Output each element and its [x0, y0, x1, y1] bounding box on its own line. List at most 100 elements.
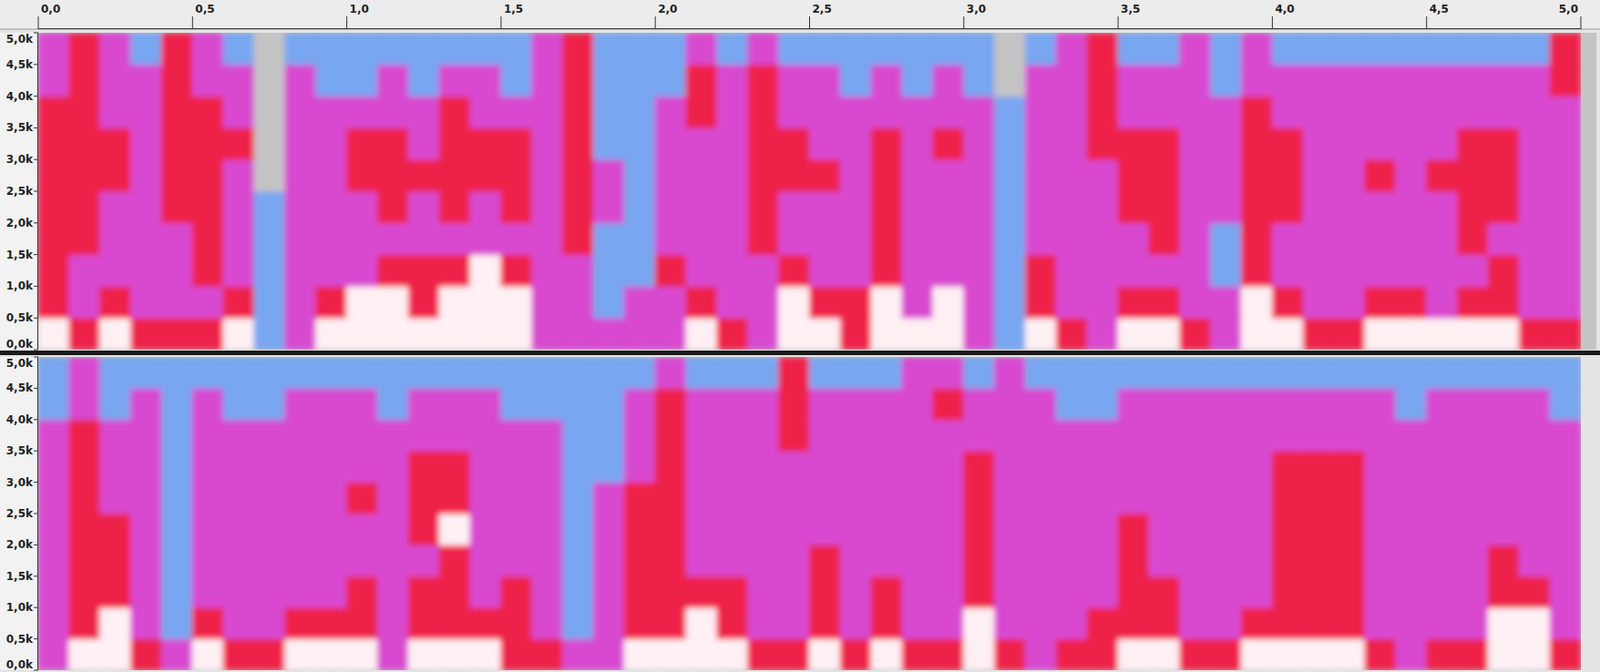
cell: [1148, 95, 1180, 129]
cell: [1117, 191, 1150, 225]
cell: [254, 32, 287, 65]
cell: [1302, 513, 1335, 546]
cell: [1425, 317, 1458, 350]
cell: [963, 222, 995, 256]
cell: [1518, 575, 1551, 608]
cell: [439, 638, 472, 671]
cell: [778, 419, 811, 452]
cell: [1241, 191, 1273, 225]
cell: [655, 513, 688, 546]
cell: [192, 63, 225, 97]
cell: [1087, 159, 1119, 193]
cell: [716, 159, 749, 193]
cell: [1148, 32, 1180, 65]
cell: [871, 451, 903, 483]
y-tick-label: 0,5k: [6, 633, 34, 647]
cell: [932, 419, 965, 452]
cell: [1364, 317, 1396, 350]
cell: [346, 544, 379, 577]
cell: [994, 482, 1026, 514]
cell: [346, 222, 379, 256]
cell: [1302, 254, 1335, 288]
cell: [994, 388, 1026, 421]
x-tick-label: 1,5: [503, 2, 524, 16]
cell: [809, 607, 842, 640]
chart-root: 0,0k0,5k1,0k1,5k2,0k2,5k3,0k3,5k4,0k4,5k…: [0, 0, 1600, 672]
cell: [1179, 95, 1211, 129]
cell: [963, 159, 995, 193]
cell: [130, 419, 163, 452]
cell: [284, 357, 317, 390]
cell: [223, 32, 256, 65]
cells-soft: [38, 32, 1581, 350]
cell: [932, 317, 965, 350]
cell: [1025, 638, 1057, 671]
cell: [1302, 63, 1335, 97]
cell: [377, 191, 410, 225]
cell: [747, 32, 780, 65]
cell: [1302, 544, 1335, 577]
cell: [1302, 191, 1335, 225]
cell: [1148, 513, 1180, 546]
cell: [1087, 254, 1119, 288]
cell: [99, 191, 132, 225]
cell: [624, 544, 657, 577]
cell: [192, 254, 225, 288]
cell: [1025, 451, 1057, 483]
cell: [68, 451, 101, 483]
cell: [223, 286, 256, 319]
cell: [1487, 159, 1520, 193]
cell: [871, 575, 903, 608]
cell: [1487, 575, 1520, 608]
cell: [500, 451, 533, 483]
cell: [192, 607, 225, 640]
cell: [1148, 286, 1180, 319]
cell: [531, 575, 564, 608]
cell: [315, 286, 348, 319]
x-tick: [1425, 16, 1427, 30]
cell: [1394, 544, 1427, 577]
x-tick: [655, 16, 657, 30]
cell: [254, 607, 287, 640]
cell: [38, 127, 70, 161]
cells-soft: [38, 357, 1581, 671]
cell: [1025, 575, 1057, 608]
cell: [1518, 482, 1551, 514]
cell: [686, 159, 718, 193]
cell: [1087, 482, 1119, 514]
cell: [655, 127, 688, 161]
cell: [1271, 127, 1304, 161]
cell: [346, 127, 379, 161]
cell: [840, 222, 872, 256]
cell: [1456, 388, 1489, 421]
cell: [1302, 451, 1335, 483]
cell: [1179, 159, 1211, 193]
cell: [624, 607, 657, 640]
cell: [1117, 127, 1150, 161]
cell: [500, 544, 533, 577]
cell: [716, 357, 749, 390]
cell: [1302, 317, 1335, 350]
cell: [1271, 482, 1304, 514]
x-tick: [809, 16, 811, 30]
axis-background: [0, 32, 38, 350]
cell: [531, 159, 564, 193]
cell: [747, 451, 780, 483]
y-tick-label: 4,0k: [6, 90, 34, 103]
cell: [716, 388, 749, 421]
cell: [223, 95, 256, 129]
cell: [192, 222, 225, 256]
cell: [439, 388, 472, 421]
cell: [932, 127, 965, 161]
cell: [470, 317, 503, 350]
cell: [377, 63, 410, 97]
cell: [1549, 513, 1581, 546]
cell: [99, 575, 132, 608]
cell: [531, 451, 564, 483]
cell: [408, 63, 441, 97]
cell: [1210, 95, 1242, 129]
cell: [1394, 222, 1427, 256]
cell: [994, 451, 1026, 483]
cell: [778, 513, 811, 546]
cell: [593, 159, 626, 193]
